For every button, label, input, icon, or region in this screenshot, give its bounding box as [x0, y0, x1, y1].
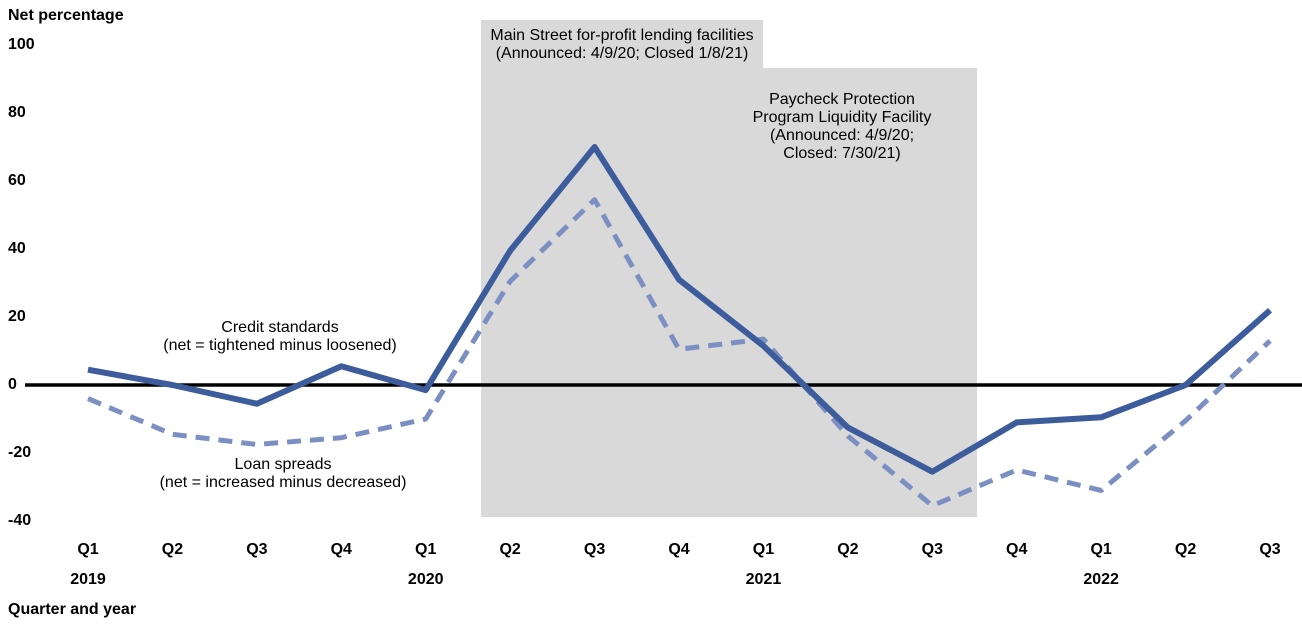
x-tick-label: Q1: [77, 541, 98, 558]
series-line: [87, 144, 1273, 475]
year-label: 2020: [408, 571, 444, 588]
x-tick-label: Q4: [1006, 541, 1027, 558]
series-line: [87, 197, 1272, 509]
annotation: Paycheck Protection: [769, 91, 915, 108]
x-tick-label: Q3: [246, 541, 267, 558]
x-tick-label: Q2: [499, 541, 520, 558]
year-label: 2019: [70, 571, 106, 588]
x-tick-label: Q2: [1175, 541, 1196, 558]
x-tick-label: Q1: [415, 541, 436, 558]
annotation: Main Street for-profit lending facilitie…: [490, 27, 753, 44]
series-note: (net = increased minus decreased): [160, 474, 407, 491]
x-tick-label: Q3: [584, 541, 605, 558]
annotation: Program Liquidity Facility: [753, 109, 932, 126]
x-axis-label: Quarter and year: [8, 601, 136, 618]
x-tick-label: Q1: [753, 541, 774, 558]
annotation: (Announced: 4/9/20; Closed 1/8/21): [496, 45, 749, 62]
series-label: Loan spreads: [235, 456, 332, 473]
y-tick-label: 80: [8, 104, 26, 121]
series-label: Credit standards: [221, 319, 338, 336]
y-tick-label: 40: [8, 240, 26, 257]
year-label: 2021: [746, 571, 782, 588]
x-tick-label: Q2: [162, 541, 183, 558]
x-tick-label: Q3: [1259, 541, 1280, 558]
main-street-period: [481, 20, 763, 68]
annotation: Closed: 7/30/21): [783, 145, 900, 162]
y-tick-label: 100: [8, 36, 35, 53]
x-tick-label: Q2: [837, 541, 858, 558]
y-tick-label: -40: [8, 512, 31, 529]
x-tick-label: Q1: [1090, 541, 1111, 558]
x-tick-label: Q3: [922, 541, 943, 558]
y-tick-label: 20: [8, 308, 26, 325]
annotation: (Announced: 4/9/20;: [770, 127, 914, 144]
y-axis-label: Net percentage: [8, 7, 124, 24]
series-note: (net = tightened minus loosened): [163, 337, 396, 354]
y-tick-label: -20: [8, 444, 31, 461]
year-label: 2022: [1083, 571, 1119, 588]
y-tick-label: 60: [8, 172, 26, 189]
ppplf-period: [481, 68, 977, 517]
x-tick-label: Q4: [668, 541, 689, 558]
y-tick-label: 0: [8, 376, 17, 393]
x-tick-label: Q4: [331, 541, 352, 558]
